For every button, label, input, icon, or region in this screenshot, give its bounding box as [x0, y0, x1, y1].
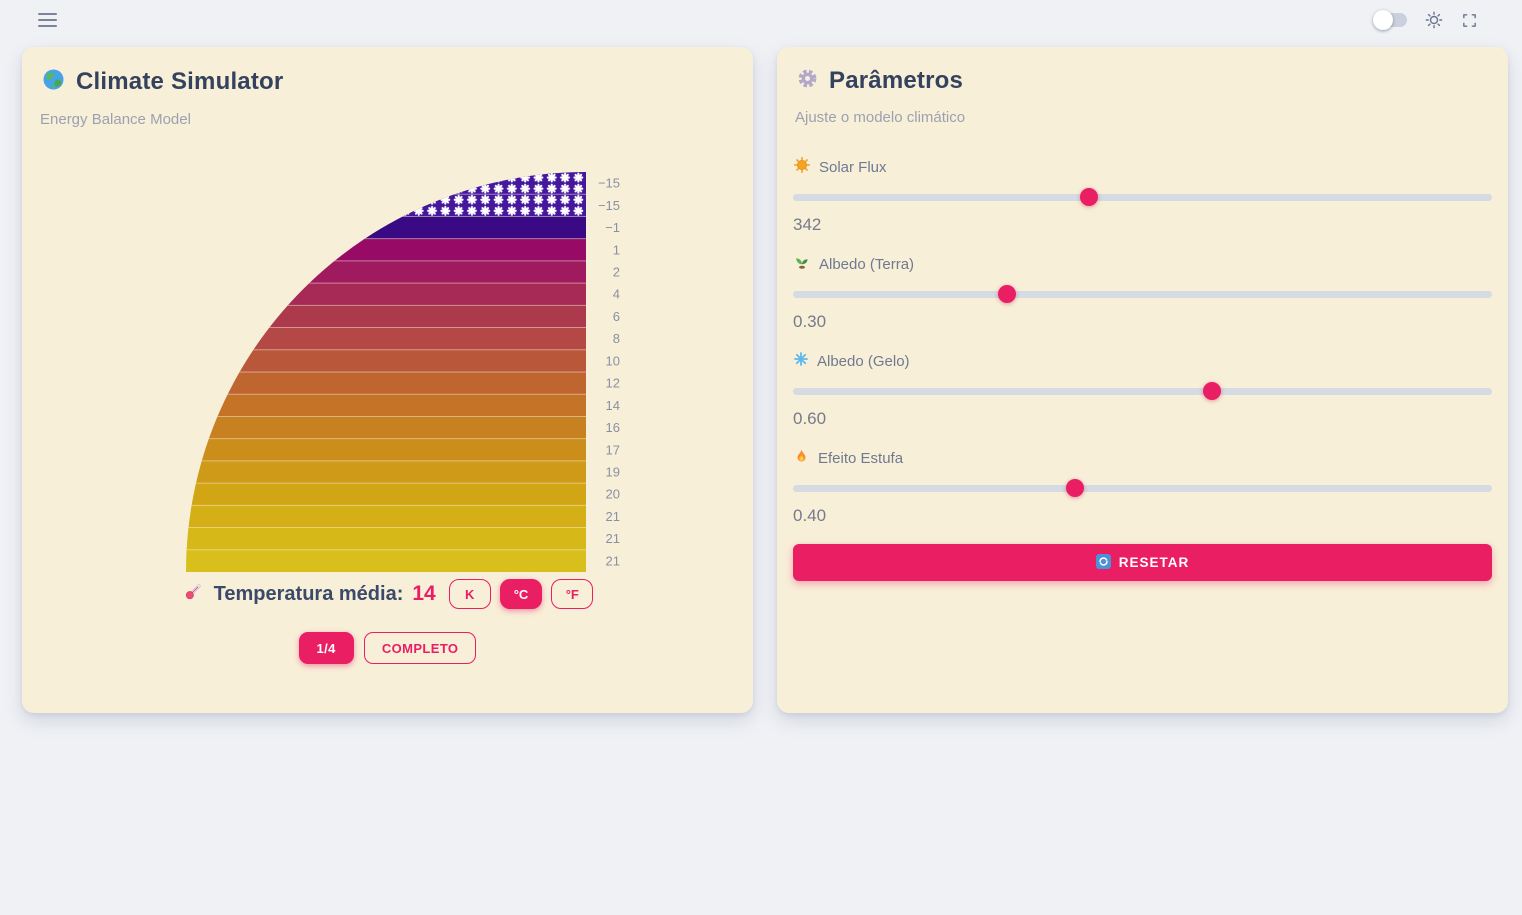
latitude-band [186, 349, 586, 373]
band-temp-label: 17 [606, 442, 620, 457]
slider-label-albedo-gelo: Albedo (Gelo) [817, 352, 910, 370]
slider-solar-flux[interactable] [793, 188, 1492, 206]
flame-icon [793, 448, 810, 469]
band-temp-label: 21 [606, 531, 620, 546]
slider-albedo-gelo[interactable] [793, 382, 1492, 400]
toggle-knob[interactable] [1373, 10, 1393, 30]
slider-track[interactable] [793, 485, 1492, 492]
fullscreen-icon[interactable] [1461, 12, 1478, 29]
band-temp-label: 16 [606, 420, 620, 435]
unit-button-celsius[interactable]: °C [499, 579, 543, 609]
latitude-band [186, 260, 586, 284]
theme-toggle[interactable] [1373, 10, 1407, 30]
band-temp-label: 6 [613, 309, 620, 324]
slider-thumb-solar-flux[interactable] [1079, 188, 1098, 206]
band-temp-label: −15 [598, 198, 620, 213]
band-temp-label: 21 [606, 509, 620, 524]
unit-button-fahrenheit[interactable]: °F [551, 579, 594, 609]
unit-button-kelvin[interactable]: K [448, 579, 491, 609]
latitude-band [186, 438, 586, 462]
temperature-bands [186, 172, 586, 572]
band-temp-label: 19 [606, 465, 620, 480]
slider-track[interactable] [793, 291, 1492, 298]
slider-track[interactable] [793, 388, 1492, 395]
simulator-header: Climate Simulator [38, 67, 737, 97]
topbar [0, 0, 1522, 40]
mean-temperature-value: 14 [412, 582, 436, 605]
gear-icon [796, 67, 819, 95]
slider-thumb-albedo-gelo[interactable] [1202, 382, 1221, 400]
climate-simulator-card: Climate Simulator Energy Balance Model [22, 47, 753, 713]
thermometer-icon [182, 580, 205, 608]
latitude-band [186, 549, 586, 572]
seedling-icon [793, 253, 811, 275]
slider-group-efeito-estufa: Efeito Estufa 0.40 [793, 448, 1492, 528]
slider-value-albedo-terra: 0.30 [793, 312, 827, 331]
slider-value-efeito-estufa: 0.40 [793, 506, 827, 525]
slider-group-solar-flux: Solar Flux 342 [793, 156, 1492, 237]
band-temp-label: 14 [606, 398, 620, 413]
parameters-header: Parâmetros [793, 67, 1492, 95]
slider-group-albedo-gelo: Albedo (Gelo) 0.60 [793, 351, 1492, 431]
slider-label-albedo-terra: Albedo (Terra) [819, 255, 915, 273]
snowflake-icon [793, 351, 809, 371]
slider-thumb-albedo-terra[interactable] [997, 285, 1016, 303]
slider-value-solar-flux: 342 [793, 215, 822, 234]
menu-icon[interactable] [38, 10, 58, 31]
brightness-icon[interactable] [1424, 10, 1444, 30]
ice-pattern-overlay [186, 172, 586, 195]
earth-icon [41, 67, 66, 97]
latitude-band [186, 394, 586, 418]
slider-efeito-estufa[interactable] [793, 479, 1492, 497]
band-temp-label: −15 [598, 176, 620, 191]
main-content: Climate Simulator Energy Balance Model [0, 40, 1522, 713]
band-temp-label: 1 [613, 242, 620, 257]
band-temp-label: −1 [605, 220, 620, 235]
latitude-band [186, 505, 586, 529]
latitude-band [186, 372, 586, 395]
latitude-band [186, 460, 586, 484]
band-temp-label: 20 [606, 487, 620, 502]
band-temp-label: 21 [606, 553, 620, 568]
ice-pattern-overlay [186, 194, 586, 217]
mode-button-completo[interactable]: COMPLETO [363, 632, 477, 664]
view-mode-row: 1/4 COMPLETO [38, 632, 737, 664]
band-temp-label: 4 [613, 287, 620, 302]
latitude-band [186, 305, 586, 329]
band-temp-label: 10 [606, 353, 620, 368]
mode-button-quarter[interactable]: 1/4 [298, 632, 354, 664]
latitude-band [186, 283, 586, 307]
latitude-band [186, 527, 586, 551]
slider-label-efeito-estufa: Efeito Estufa [818, 449, 904, 467]
parameters-title: Parâmetros [829, 67, 964, 94]
mean-temperature-row: Temperatura média: 14 K °C °F [38, 579, 737, 609]
slider-label-solar-flux: Solar Flux [819, 158, 887, 176]
sun-icon [793, 156, 811, 178]
slider-albedo-terra[interactable] [793, 285, 1492, 303]
latitude-band [186, 483, 586, 507]
slider-value-albedo-gelo: 0.60 [793, 409, 827, 428]
mean-temperature-label: Temperatura média: [213, 582, 404, 605]
band-temp-label: 8 [613, 331, 620, 346]
reset-button-label: RESETAR [1118, 555, 1190, 570]
latitude-band [186, 238, 586, 262]
band-temp-label: 2 [613, 265, 620, 280]
slider-thumb-efeito-estufa[interactable] [1065, 479, 1084, 497]
latitude-temperature-chart: −15 −15 −1 1 2 4 6 8 10 12 14 16 17 19 20 21 21 21 [186, 172, 624, 572]
slider-group-albedo-terra: Albedo (Terra) 0.30 [793, 254, 1492, 334]
topbar-controls [1373, 10, 1478, 30]
slider-track[interactable] [793, 194, 1492, 201]
latitude-band [186, 416, 586, 440]
latitude-band [186, 216, 586, 240]
parameters-subtitle: Ajuste o modelo climático [795, 109, 966, 126]
reset-button[interactable]: RESETAR [793, 544, 1492, 581]
simulator-subtitle: Energy Balance Model [40, 111, 191, 128]
latitude-band [186, 327, 586, 351]
band-temp-label: 12 [606, 376, 620, 391]
reset-icon [1095, 553, 1111, 572]
parameters-card: Parâmetros Ajuste o modelo climático [777, 47, 1508, 713]
simulator-title: Climate Simulator [76, 68, 284, 95]
